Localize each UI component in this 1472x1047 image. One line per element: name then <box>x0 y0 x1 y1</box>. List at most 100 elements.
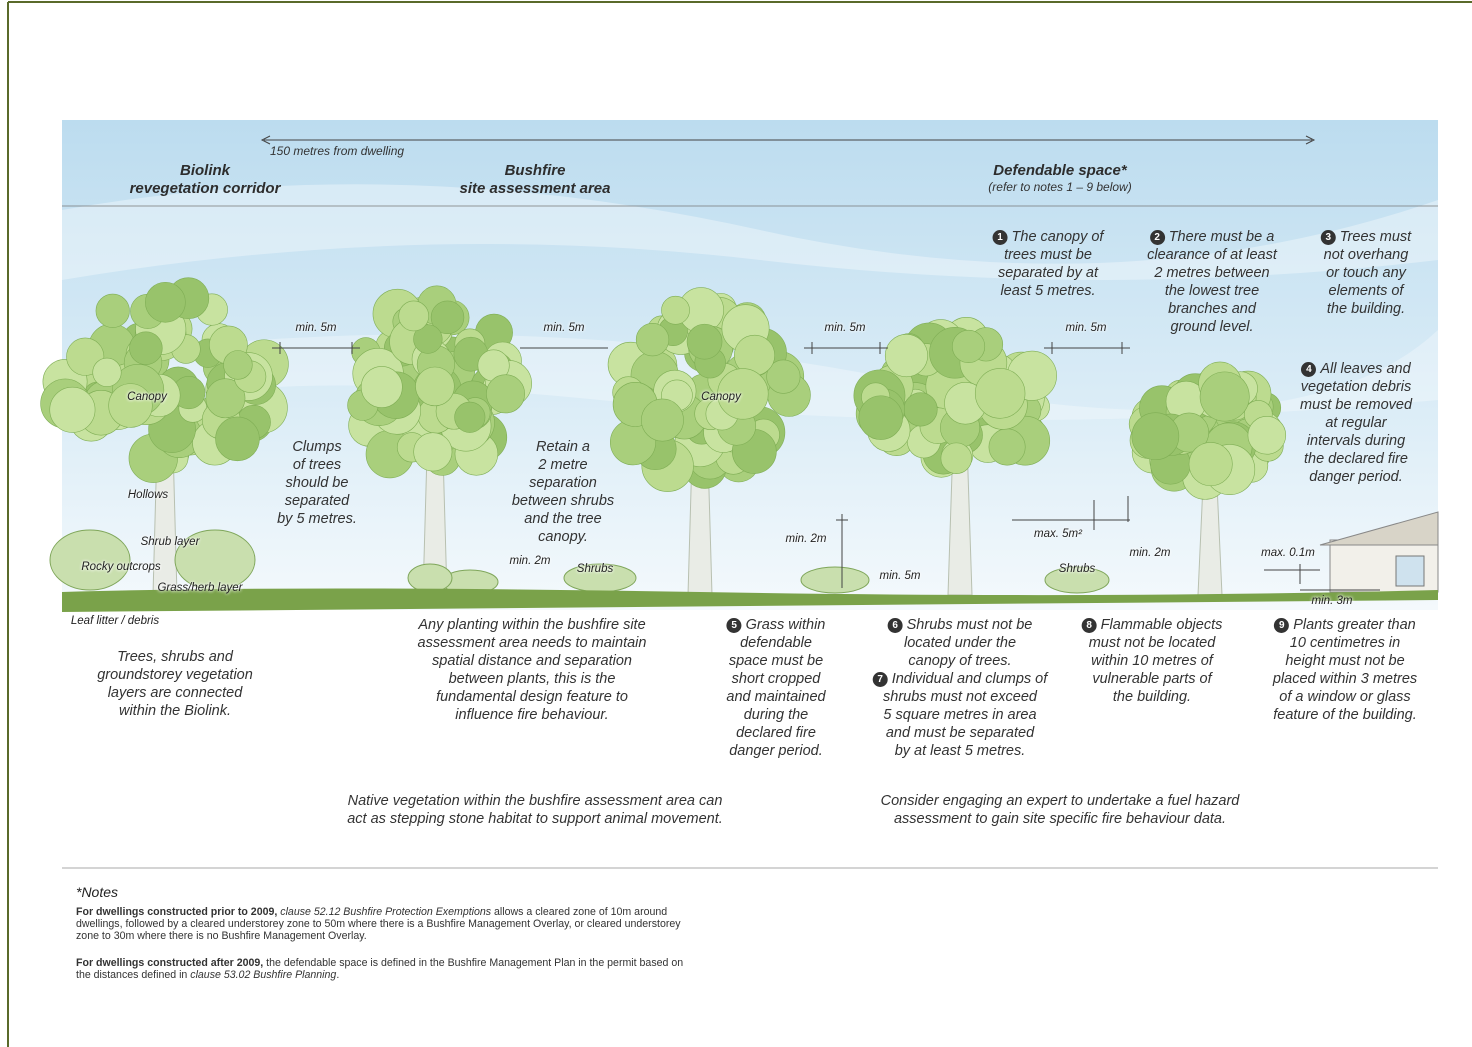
measurement-label: min. 2m <box>510 555 551 568</box>
note-text: Trees must not overhang or touch any ele… <box>1324 229 1412 317</box>
caption: Any planting within the bushfire site as… <box>418 616 647 724</box>
note-number: 1 <box>993 230 1008 245</box>
caption: Trees, shrubs and groundstorey vegetatio… <box>97 648 253 720</box>
shrub <box>801 567 869 593</box>
notes-run: . <box>336 969 339 981</box>
measurement-label: min. 5m <box>825 322 866 335</box>
foliage <box>885 334 927 376</box>
foliage <box>223 351 252 380</box>
note-number: 6 <box>888 618 903 633</box>
vegetation-label: Hollows <box>128 489 168 502</box>
callout: Clumps of trees should be separated by 5… <box>277 438 357 528</box>
foliage <box>636 323 669 356</box>
note-text: Grass within defendable space must be sh… <box>726 617 825 759</box>
vegetation-label: Canopy <box>127 391 167 404</box>
footer-note: Native vegetation within the bushfire as… <box>347 792 723 828</box>
foliage <box>1132 413 1179 460</box>
foliage <box>455 402 485 432</box>
foliage <box>145 282 185 322</box>
notes-run: clause 53.02 Bushfire Planning <box>190 969 336 981</box>
note-text: The canopy of trees must be separated by… <box>998 229 1103 299</box>
notes-run: For dwellings constructed prior to 2009, <box>76 906 277 918</box>
foliage <box>989 429 1025 465</box>
note-text: Individual and clumps of shrubs must not… <box>883 671 1047 759</box>
foliage <box>1189 442 1232 485</box>
note-number: 5 <box>727 618 742 633</box>
foliage <box>129 332 162 365</box>
distance-label: 150 metres from dwelling <box>270 144 404 158</box>
measurement-label: min. 5m <box>1066 322 1107 335</box>
zone-title: Bushfire site assessment area <box>460 162 611 198</box>
note-number: 8 <box>1082 618 1097 633</box>
note-number: 4 <box>1301 362 1316 377</box>
foliage <box>93 358 122 387</box>
shrub <box>50 530 130 590</box>
house-window <box>1396 556 1424 586</box>
note-text: All leaves and vegetation debris must be… <box>1300 361 1412 485</box>
zone-title: Defendable space* <box>993 162 1126 180</box>
notes-paragraph: For dwellings constructed prior to 2009,… <box>76 906 686 942</box>
note-number: 9 <box>1274 618 1289 633</box>
foliage <box>416 367 455 406</box>
foliage <box>859 396 903 440</box>
footer-note: Consider engaging an expert to undertake… <box>881 792 1240 828</box>
foliage <box>687 324 722 359</box>
illustration <box>0 0 1472 1047</box>
measurement-label: min. 3m <box>1312 595 1353 608</box>
vegetation-label: Shrub layer <box>141 536 200 549</box>
foliage <box>1248 416 1286 454</box>
vegetation-label: Canopy <box>701 391 741 404</box>
measurement-label: max. 5m² <box>1034 528 1082 541</box>
zone-title: Biolink revegetation corridor <box>130 162 281 198</box>
callout: Retain a 2 metre separation between shru… <box>512 438 614 546</box>
vegetation-label: Shrubs <box>1059 563 1095 576</box>
notes-heading: *Notes <box>76 884 118 900</box>
foliage <box>661 296 689 324</box>
note-number: 3 <box>1321 230 1336 245</box>
notes-run: clause 52.12 Bushfire Protection Exempti… <box>277 906 491 918</box>
foliage <box>216 417 260 461</box>
note-number: 7 <box>873 672 888 687</box>
vegetation-label: Rocky outcrops <box>81 561 160 574</box>
foliage <box>414 433 452 471</box>
measurement-label: min. 2m <box>786 533 827 546</box>
vegetation-label: Shrubs <box>577 563 613 576</box>
foliage <box>641 399 683 441</box>
foliage <box>361 366 402 407</box>
note-text: There must be a clearance of at least 2 … <box>1147 229 1277 335</box>
measurement-label: min. 5m <box>880 570 921 583</box>
zone-subtitle: (refer to notes 1 – 9 below) <box>988 180 1131 194</box>
foliage <box>399 301 429 331</box>
measurement-label: min. 5m <box>544 322 585 335</box>
measurement-label: max. 0.1m <box>1261 547 1315 560</box>
foliage <box>1200 372 1249 421</box>
measurement-label: min. 2m <box>1130 547 1171 560</box>
shrub <box>408 564 452 592</box>
foliage <box>486 375 524 413</box>
measurement-label: min. 5m <box>296 322 337 335</box>
note-text: Shrubs must not be located under the can… <box>904 617 1032 669</box>
vegetation-label: Grass/herb layer <box>157 582 242 595</box>
note-text: Flammable objects must not be located wi… <box>1089 617 1223 705</box>
foliage <box>96 294 130 328</box>
foliage <box>904 393 937 426</box>
note-number: 2 <box>1150 230 1165 245</box>
vegetation-label: Leaf litter / debris <box>71 615 159 628</box>
foliage <box>941 443 972 474</box>
foliage <box>975 368 1025 418</box>
notes-run: For dwellings constructed after 2009, <box>76 957 263 969</box>
foliage <box>952 330 985 363</box>
note-text: Plants greater than 10 centimetres in he… <box>1273 617 1417 723</box>
foliage <box>50 387 95 432</box>
page: *Notes 150 metres from dwelling Biolink r… <box>0 0 1472 1047</box>
notes-paragraph: For dwellings constructed after 2009, th… <box>76 957 686 981</box>
